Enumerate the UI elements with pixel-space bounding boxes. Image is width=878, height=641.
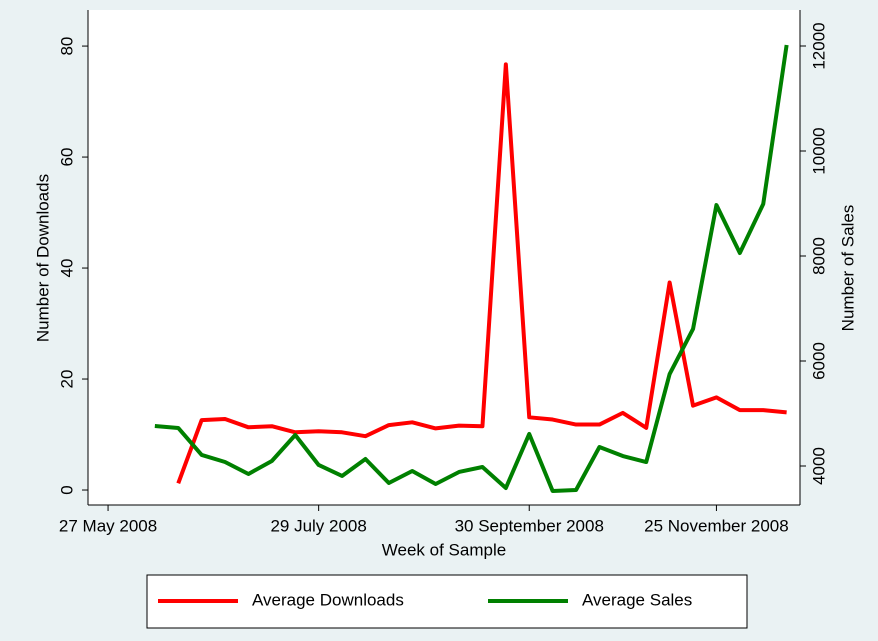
y2-tick-label: 10000: [809, 127, 828, 174]
y-tick-label: 80: [57, 37, 76, 56]
y2-tick-label: 8000: [809, 237, 828, 275]
series-line: [176, 62, 787, 485]
y2-tick-label: 12000: [809, 22, 828, 69]
x-tick-label: 25 November 2008: [644, 516, 789, 535]
legend-label: Average Downloads: [252, 590, 404, 609]
plot-area: [88, 10, 800, 505]
x-tick-label: 27 May 2008: [59, 516, 157, 535]
legend-label: Average Sales: [582, 590, 692, 609]
legend: [146, 574, 748, 629]
y-tick-label: 0: [57, 485, 76, 494]
x-tick-label: 30 September 2008: [455, 516, 604, 535]
y2-tick-label: 6000: [809, 342, 828, 380]
y-axis-title: Number of Downloads: [33, 174, 52, 342]
x-tick-label: 29 July 2008: [270, 516, 366, 535]
x-axis-title: Week of Sample: [382, 540, 506, 559]
series-line: [154, 44, 789, 493]
y-tick-label: 40: [57, 259, 76, 278]
y2-tick-label: 4000: [809, 447, 828, 485]
y-tick-label: 20: [57, 370, 76, 389]
y2-axis-title: Number of Sales: [838, 205, 857, 332]
y-tick-label: 60: [57, 148, 76, 167]
